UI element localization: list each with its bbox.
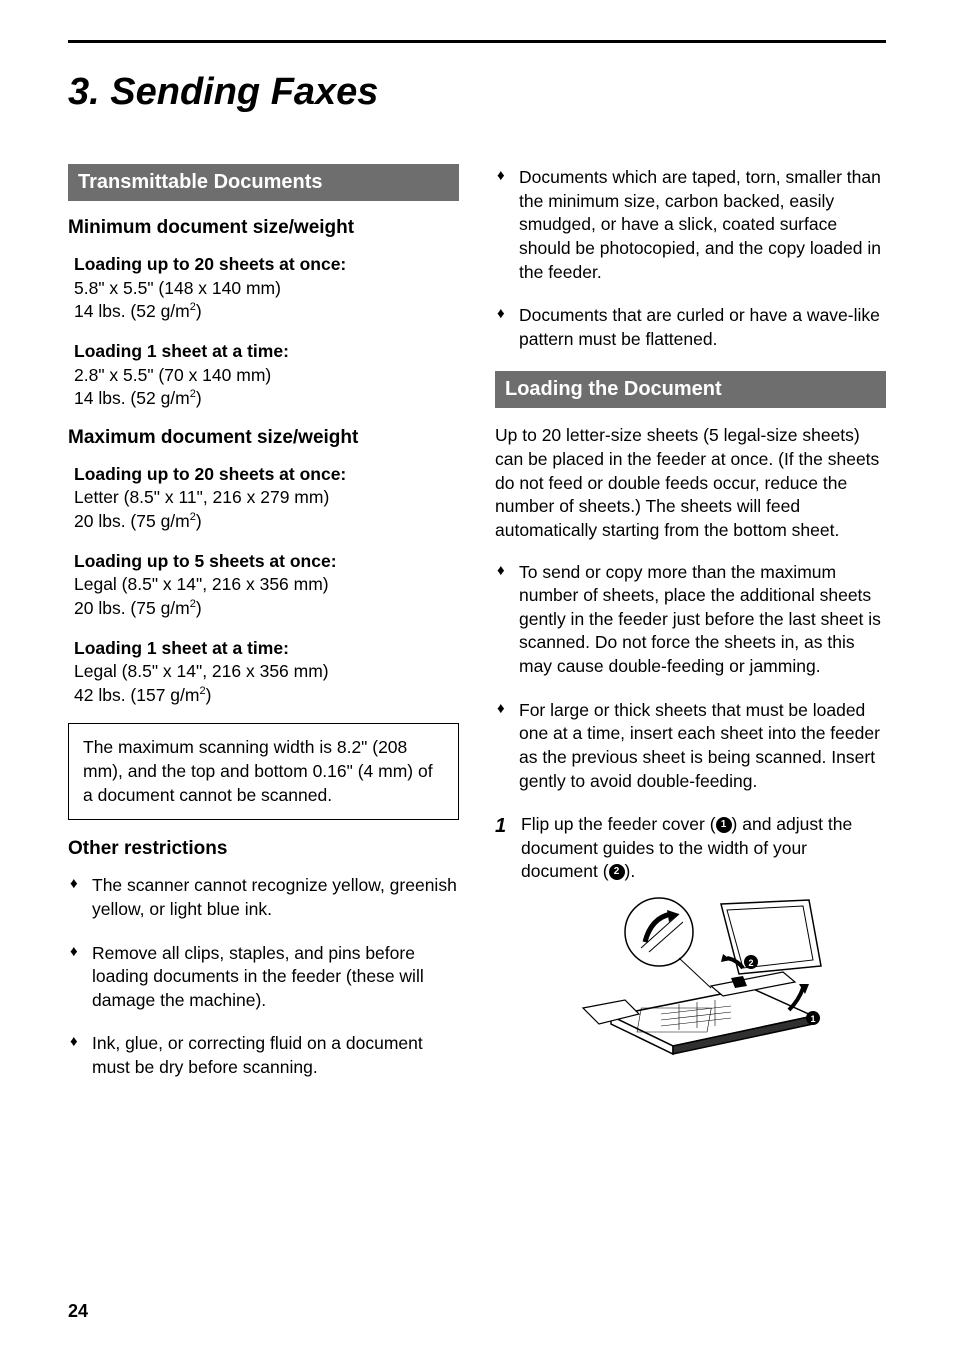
columns: Transmittable Documents Minimum document…	[68, 164, 886, 1100]
top-rule	[68, 40, 886, 43]
min-block-2: Loading 1 sheet at a time: 2.8" x 5.5" (…	[68, 340, 459, 411]
step1-c: ).	[625, 861, 636, 881]
min-block1-l2b: )	[196, 301, 202, 321]
min-block1-l2a: 14 lbs. (52 g/m	[74, 301, 190, 321]
min-block2-l2a: 14 lbs. (52 g/m	[74, 388, 190, 408]
step-1: 1 Flip up the feeder cover (1) and adjus…	[495, 813, 886, 884]
max-heading: Maximum document size/weight	[68, 427, 459, 449]
page-number: 24	[68, 1301, 88, 1322]
max-block1-l1: Letter (8.5" x 11", 216 x 279 mm)	[74, 486, 459, 510]
cont-b1: Documents which are taped, torn, smaller…	[495, 166, 886, 284]
min-block2-head: Loading 1 sheet at a time:	[74, 340, 459, 364]
max-block2-l2b: )	[196, 598, 202, 618]
section-transmittable: Transmittable Documents	[68, 164, 459, 201]
fax-machine-icon: 2 1	[551, 896, 831, 1056]
circled-2-icon: 2	[609, 864, 625, 880]
step-num: 1	[495, 813, 511, 884]
loading-para: Up to 20 letter-size sheets (5 legal-siz…	[495, 424, 886, 542]
max-block-3: Loading 1 sheet at a time: Legal (8.5" x…	[68, 637, 459, 708]
other-list: The scanner cannot recognize yellow, gre…	[68, 874, 459, 1079]
load-b1: To send or copy more than the maximum nu…	[495, 561, 886, 679]
max-block-2: Loading up to 5 sheets at once: Legal (8…	[68, 550, 459, 621]
section-loading: Loading the Document	[495, 371, 886, 408]
other-heading: Other restrictions	[68, 838, 459, 860]
min-block2-l2b: )	[196, 388, 202, 408]
max-block3-l2: 42 lbs. (157 g/m2)	[74, 684, 459, 708]
max-block1-head: Loading up to 20 sheets at once:	[74, 463, 459, 487]
left-column: Transmittable Documents Minimum document…	[68, 164, 459, 1100]
circled-1-icon: 1	[716, 817, 732, 833]
min-block1-l2: 14 lbs. (52 g/m2)	[74, 300, 459, 324]
max-block3-l2b: )	[206, 685, 212, 705]
max-block2-l2: 20 lbs. (75 g/m2)	[74, 597, 459, 621]
min-block2-l1: 2.8" x 5.5" (70 x 140 mm)	[74, 364, 459, 388]
max-block3-head: Loading 1 sheet at a time:	[74, 637, 459, 661]
max-block1-l2a: 20 lbs. (75 g/m	[74, 511, 190, 531]
other-b3: Ink, glue, or correcting fluid on a docu…	[68, 1032, 459, 1079]
max-block2-head: Loading up to 5 sheets at once:	[74, 550, 459, 574]
step1-a: Flip up the feeder cover (	[521, 814, 716, 834]
max-block2-l1: Legal (8.5" x 14", 216 x 356 mm)	[74, 573, 459, 597]
load-list: To send or copy more than the maximum nu…	[495, 561, 886, 794]
svg-text:2: 2	[748, 958, 753, 968]
right-column: Documents which are taped, torn, smaller…	[495, 164, 886, 1100]
max-block3-l1: Legal (8.5" x 14", 216 x 356 mm)	[74, 660, 459, 684]
other-b1: The scanner cannot recognize yellow, gre…	[68, 874, 459, 921]
max-block2-l2a: 20 lbs. (75 g/m	[74, 598, 190, 618]
min-block2-l2: 14 lbs. (52 g/m2)	[74, 387, 459, 411]
cont-list: Documents which are taped, torn, smaller…	[495, 166, 886, 351]
min-heading: Minimum document size/weight	[68, 217, 459, 239]
max-block-1: Loading up to 20 sheets at once: Letter …	[68, 463, 459, 534]
note-box: The maximum scanning width is 8.2" (208 …	[68, 723, 459, 820]
fax-machine-figure: 2 1	[495, 896, 886, 1061]
cont-b2: Documents that are curled or have a wave…	[495, 304, 886, 351]
other-b2: Remove all clips, staples, and pins befo…	[68, 942, 459, 1013]
min-block1-head: Loading up to 20 sheets at once:	[74, 253, 459, 277]
step-text: Flip up the feeder cover (1) and adjust …	[521, 813, 886, 884]
max-block3-l2a: 42 lbs. (157 g/m	[74, 685, 199, 705]
max-block1-l2: 20 lbs. (75 g/m2)	[74, 510, 459, 534]
svg-text:1: 1	[810, 1014, 815, 1024]
chapter-title: 3. Sending Faxes	[68, 71, 886, 114]
min-block-1: Loading up to 20 sheets at once: 5.8" x …	[68, 253, 459, 324]
min-block1-l1: 5.8" x 5.5" (148 x 140 mm)	[74, 277, 459, 301]
max-block1-l2b: )	[196, 511, 202, 531]
load-b2: For large or thick sheets that must be l…	[495, 699, 886, 794]
